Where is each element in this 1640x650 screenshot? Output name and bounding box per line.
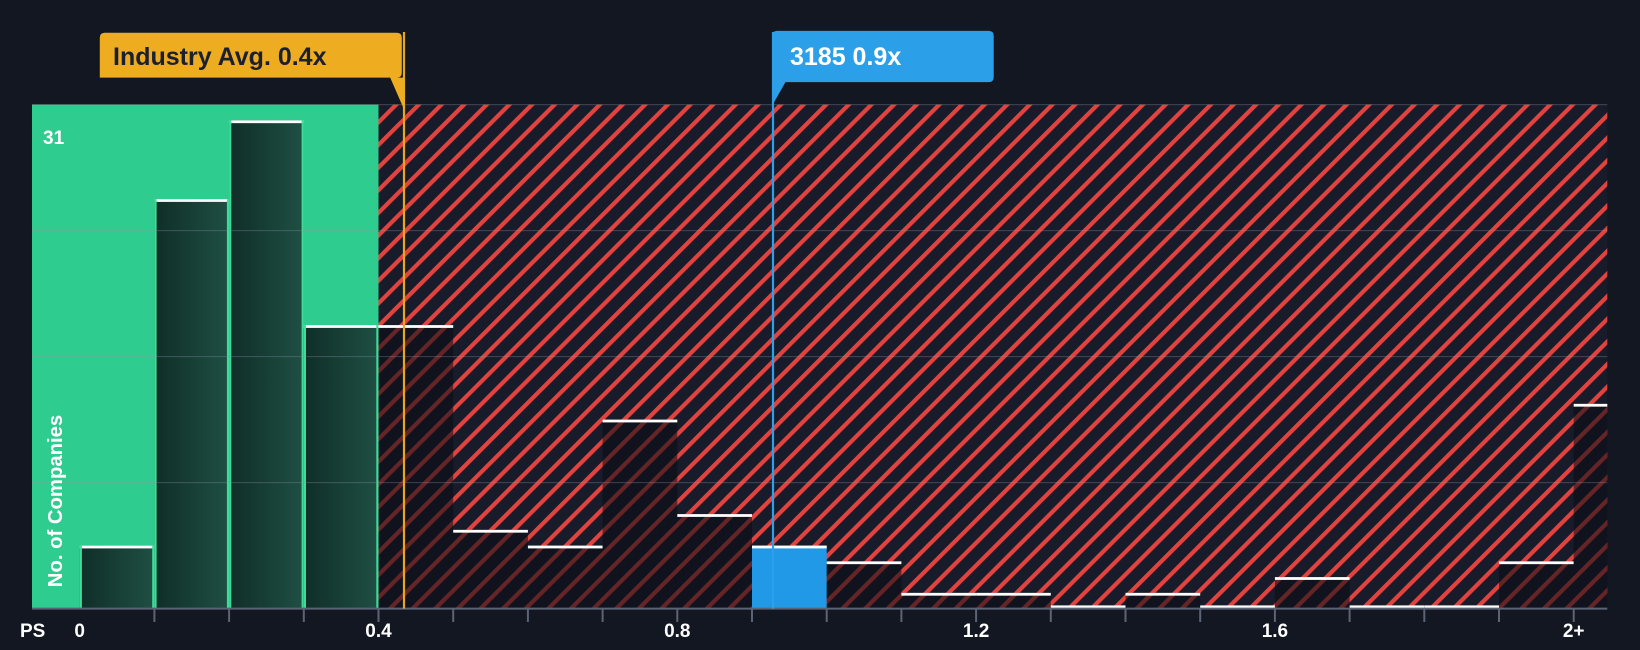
svg-text:0: 0 (74, 621, 85, 642)
svg-text:0.8: 0.8 (664, 621, 690, 642)
svg-text:1.6: 1.6 (1262, 621, 1288, 642)
svg-text:0.4: 0.4 (365, 621, 392, 642)
svg-text:1.2: 1.2 (963, 621, 989, 642)
svg-text:No. of Companies: No. of Companies (45, 415, 67, 587)
svg-text:3185 0.9x: 3185 0.9x (790, 43, 901, 71)
svg-text:Industry Avg. 0.4x: Industry Avg. 0.4x (113, 43, 327, 71)
svg-text:2+: 2+ (1563, 621, 1585, 642)
svg-text:PS: PS (20, 621, 45, 642)
svg-text:31: 31 (43, 128, 65, 149)
